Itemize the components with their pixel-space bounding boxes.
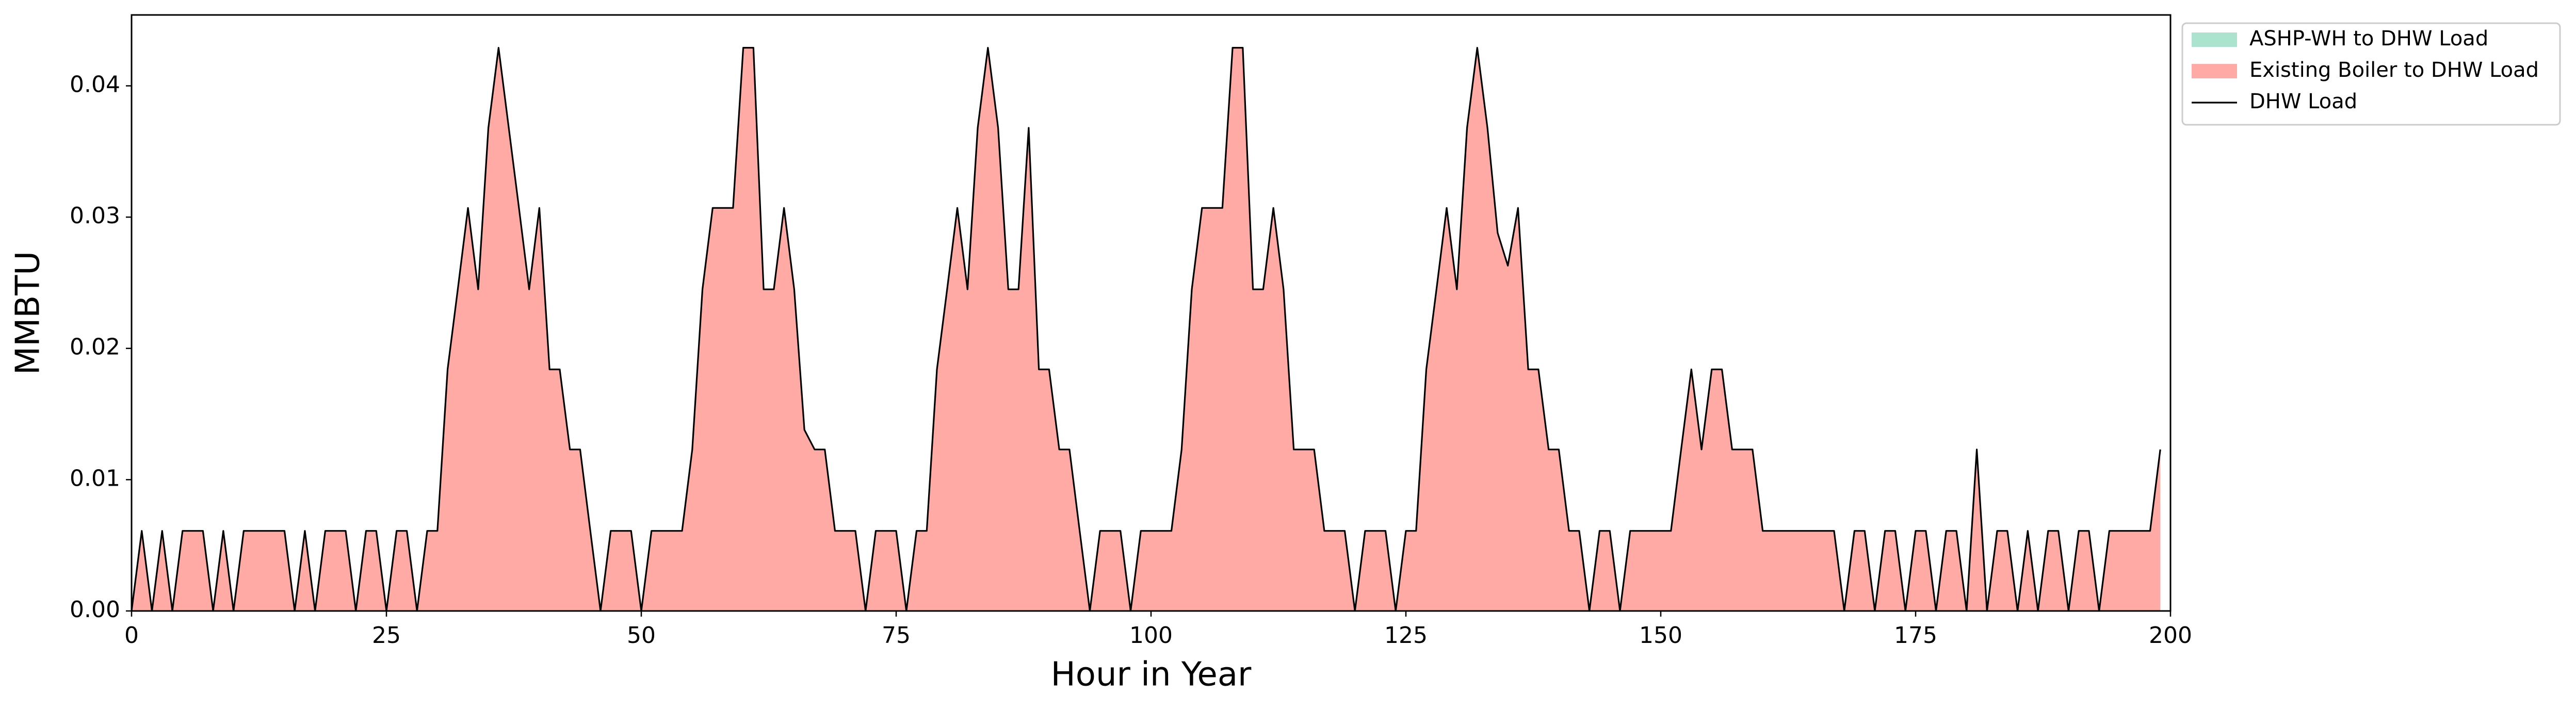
x-axis-label: Hour in Year <box>1051 656 1252 694</box>
legend-swatch <box>2192 64 2237 78</box>
legend: ASHP-WH to DHW Load Existing Boiler to DH… <box>2181 22 2561 126</box>
y-tick-label: 0.03 <box>70 203 120 229</box>
y-tick-label: 0.00 <box>70 597 120 623</box>
y-tick-label: 0.04 <box>70 71 120 97</box>
x-tick-label: 150 <box>1639 622 1682 649</box>
y-tick-label: 0.02 <box>70 334 120 360</box>
legend-frame <box>2181 22 2561 126</box>
x-tick-label: 100 <box>1129 622 1173 649</box>
x-tick-label: 125 <box>1384 622 1428 649</box>
x-tick-label: 50 <box>627 622 656 649</box>
legend-swatch <box>2192 32 2237 47</box>
legend-label: Existing Boiler to DHW Load <box>2249 58 2539 82</box>
x-tick-label: 75 <box>882 622 911 649</box>
legend-label: ASHP-WH to DHW Load <box>2249 27 2488 51</box>
x-tick-label: 200 <box>2149 622 2192 649</box>
line <box>131 47 2161 612</box>
x-tick-label: 0 <box>124 622 139 649</box>
y-tick-label: 0.01 <box>70 465 120 491</box>
x-tick-label: 25 <box>372 622 401 649</box>
x-tick-label: 175 <box>1894 622 1937 649</box>
area <box>132 47 2161 611</box>
y-axis-label: MMBTU <box>9 251 47 375</box>
legend-label: DHW Load <box>2249 90 2357 113</box>
